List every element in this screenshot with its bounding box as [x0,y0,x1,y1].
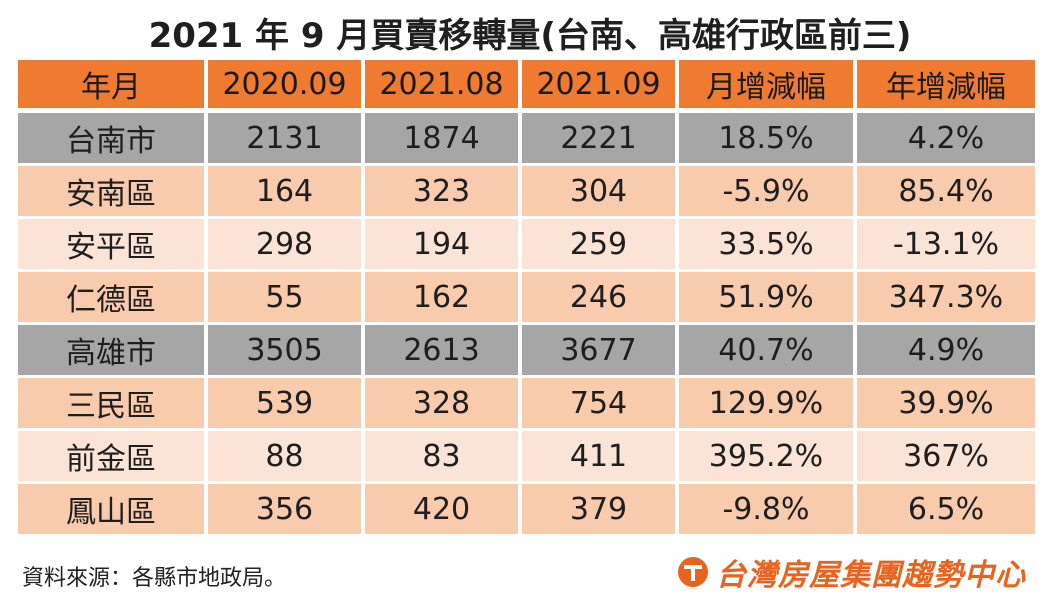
table-row: 三民區 539 328 754 129.9% 39.9% [18,378,1035,431]
table-cell: 2221 [522,113,679,166]
table-cell: 18.5% [679,113,857,166]
table-cell: 2131 [208,113,365,166]
row-label: 三民區 [18,378,208,431]
header-2020-09: 2020.09 [208,60,365,113]
table-cell: 129.9% [679,378,857,431]
header-2021-08: 2021.08 [365,60,522,113]
table-cell: 1874 [365,113,522,166]
source-note: 資料來源：各縣市地政局。 [22,566,287,591]
table-row: 仁德區 55 162 246 51.9% 347.3% [18,272,1035,325]
row-label: 安南區 [18,166,208,219]
table-cell: 420 [365,484,522,537]
table-cell: 39.9% [857,378,1035,431]
table-cell: 246 [522,272,679,325]
table-cell: 3677 [522,325,679,378]
table-cell: 55 [208,272,365,325]
table-cell: 304 [522,166,679,219]
row-label: 前金區 [18,431,208,484]
table-cell: 328 [365,378,522,431]
table-cell: 395.2% [679,431,857,484]
table-cell: 83 [365,431,522,484]
table-cell: 164 [208,166,365,219]
table-row: 前金區 88 83 411 395.2% 367% [18,431,1035,484]
table-cell: -9.8% [679,484,857,537]
table-row: 高雄市 3505 2613 3677 40.7% 4.9% [18,325,1035,378]
row-label: 台南市 [18,113,208,166]
table-cell: 259 [522,219,679,272]
table-cell: 539 [208,378,365,431]
table-row: 鳳山區 356 420 379 -9.8% 6.5% [18,484,1035,537]
row-label: 高雄市 [18,325,208,378]
header-yearly-change: 年增減幅 [857,60,1035,113]
header-2021-09: 2021.09 [522,60,679,113]
table-cell: 2613 [365,325,522,378]
table-cell: 356 [208,484,365,537]
brand-name: 台灣房屋集團趨勢中心 [716,558,1026,593]
table-cell: 33.5% [679,219,857,272]
table-header-row: 年月 2020.09 2021.08 2021.09 月增減幅 年增減幅 [18,60,1035,113]
table-cell: 367% [857,431,1035,484]
table-cell: 323 [365,166,522,219]
table-cell: 754 [522,378,679,431]
table-row: 台南市 2131 1874 2221 18.5% 4.2% [18,113,1035,166]
transfer-volume-table: 年月 2020.09 2021.08 2021.09 月增減幅 年增減幅 台南市… [18,60,1035,544]
table-cell: 6.5% [857,484,1035,537]
table-cell: 85.4% [857,166,1035,219]
table-cell: 162 [365,272,522,325]
table-cell: 3505 [208,325,365,378]
brand-mark: 台灣房屋集團趨勢中心 [676,550,1026,594]
table-cell: 194 [365,219,522,272]
table-cell: -13.1% [857,219,1035,272]
table-cell: 4.9% [857,325,1035,378]
table-cell: 379 [522,484,679,537]
row-label: 鳳山區 [18,484,208,537]
table-row: 安平區 298 194 259 33.5% -13.1% [18,219,1035,272]
row-label: 安平區 [18,219,208,272]
table-cell: 411 [522,431,679,484]
row-label: 仁德區 [18,272,208,325]
table-row: 安南區 164 323 304 -5.9% 85.4% [18,166,1035,219]
table-cell: 51.9% [679,272,857,325]
data-table: 年月 2020.09 2021.08 2021.09 月增減幅 年增減幅 台南市… [18,60,1035,537]
table-cell: -5.9% [679,166,857,219]
header-monthly-change: 月增減幅 [679,60,857,113]
taiwan-realty-logo-icon [678,557,708,587]
table-cell: 347.3% [857,272,1035,325]
page-title: 2021 年 9 月買賣移轉量(台南、高雄行政區前三) [148,16,912,56]
table-cell: 298 [208,219,365,272]
table-cell: 88 [208,431,365,484]
table-cell: 40.7% [679,325,857,378]
table-cell: 4.2% [857,113,1035,166]
header-year-month: 年月 [18,60,208,113]
